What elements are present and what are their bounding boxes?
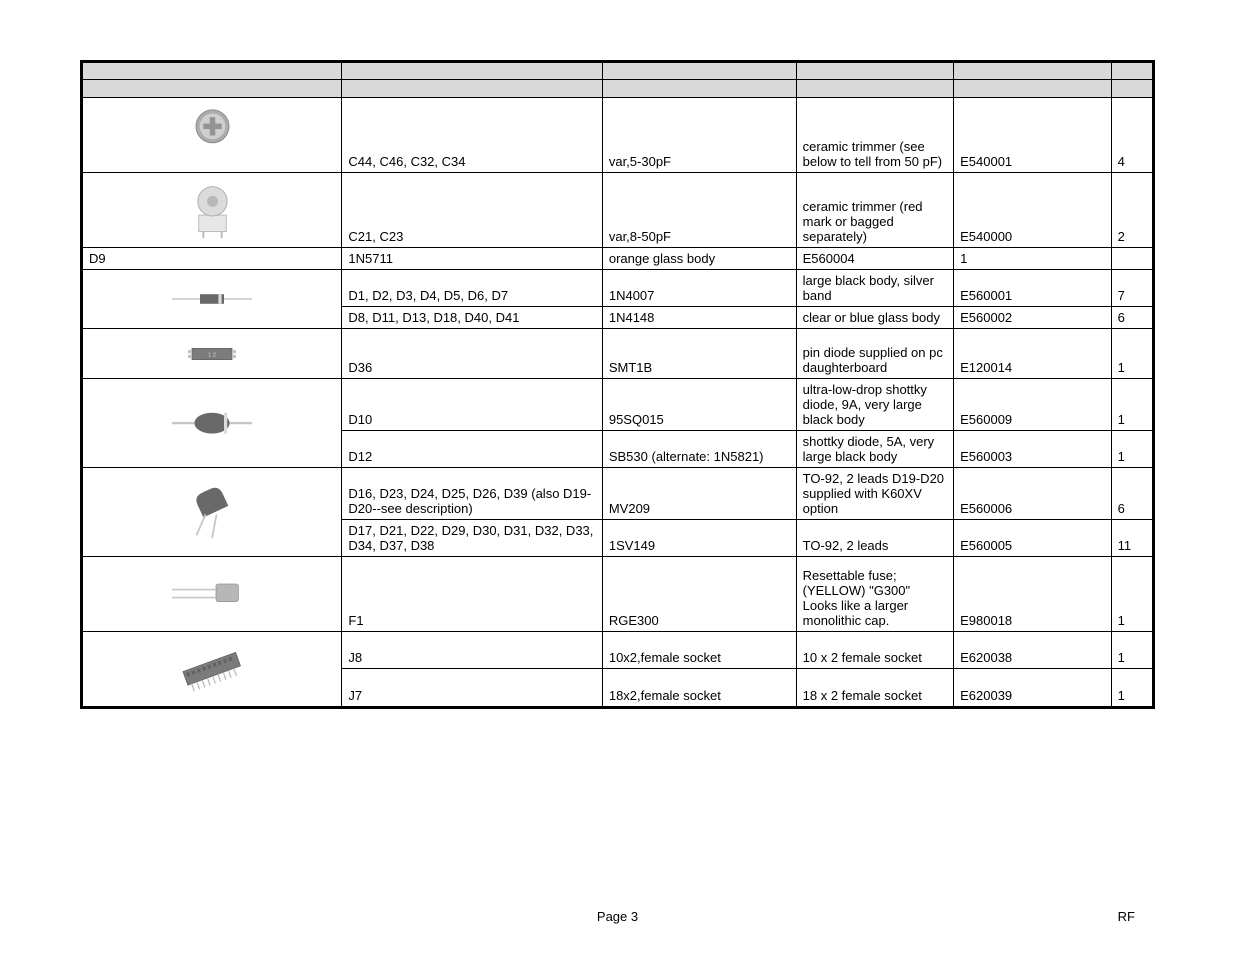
designator-cell: D12 <box>342 431 602 468</box>
trimmer1-icon <box>172 100 252 170</box>
component-image-cell <box>82 270 342 329</box>
table-row: C44, C46, C32, C34var,5-30pFceramic trim… <box>82 98 1154 173</box>
smt-icon: 1 2 <box>172 331 252 376</box>
designator-cell: D1, D2, D3, D4, D5, D6, D7 <box>342 270 602 307</box>
description-cell: 10 x 2 female socket <box>796 632 953 669</box>
quantity-cell: 1 <box>1111 557 1153 632</box>
code-cell: E560005 <box>954 520 1111 557</box>
header-row-2 <box>82 80 1154 98</box>
page-number: Page 3 <box>597 909 638 924</box>
part-number-cell: MV209 <box>602 468 796 520</box>
footer-right-label: RF <box>1118 909 1135 924</box>
quantity-cell: 4 <box>1111 98 1153 173</box>
table-row: 1 2 D36SMT1Bpin diode supplied on pc daug… <box>82 329 1154 379</box>
trimmer2-icon <box>172 175 252 245</box>
part-number-cell: 95SQ015 <box>602 379 796 431</box>
quantity-cell: 6 <box>1111 468 1153 520</box>
part-number-cell: 1N4148 <box>602 307 796 329</box>
table-row: D16, D23, D24, D25, D26, D39 (also D19-D… <box>82 468 1154 520</box>
code-cell: E980018 <box>954 557 1111 632</box>
code-cell: E560001 <box>954 270 1111 307</box>
designator-cell: D36 <box>342 329 602 379</box>
description-cell: TO-92, 2 leads <box>796 520 953 557</box>
code-cell: E620039 <box>954 669 1111 708</box>
designator-cell: D17, D21, D22, D29, D30, D31, D32, D33, … <box>342 520 602 557</box>
component-image-cell <box>82 173 342 248</box>
part-number-cell: 1SV149 <box>602 520 796 557</box>
quantity-cell: 1 <box>1111 329 1153 379</box>
quantity-cell: 2 <box>1111 173 1153 248</box>
part-number-cell: 1N4007 <box>602 270 796 307</box>
designator-cell: D10 <box>342 379 602 431</box>
part-number-cell: var,5-30pF <box>602 98 796 173</box>
socket-icon <box>172 634 252 704</box>
description-cell: TO-92, 2 leads D19-D20 supplied with K60… <box>796 468 953 520</box>
component-image-cell: 1 2 <box>82 329 342 379</box>
designator-cell: J7 <box>342 669 602 708</box>
description-cell: clear or blue glass body <box>796 307 953 329</box>
part-number-cell: 10x2,female socket <box>602 632 796 669</box>
table-row: D91N5711orange glass bodyE5600041 <box>82 248 1154 270</box>
quantity-cell: 1 <box>1111 379 1153 431</box>
quantity-cell: 11 <box>1111 520 1153 557</box>
component-image-cell <box>82 379 342 468</box>
description-cell: Resettable fuse; (YELLOW) "G300" Looks l… <box>796 557 953 632</box>
component-image-cell <box>82 557 342 632</box>
designator-cell: J8 <box>342 632 602 669</box>
component-image-cell <box>82 98 342 173</box>
designator-cell: D16, D23, D24, D25, D26, D39 (also D19-D… <box>342 468 602 520</box>
part-number-cell: RGE300 <box>602 557 796 632</box>
quantity-cell: 1 <box>1111 669 1153 708</box>
code-cell: E560006 <box>954 468 1111 520</box>
description-cell: large black body, silver band <box>796 270 953 307</box>
designator-cell: D8, D11, D13, D18, D40, D41 <box>342 307 602 329</box>
quantity-cell: 1 <box>954 248 1111 270</box>
code-cell: E620038 <box>954 632 1111 669</box>
page-footer: Page 3 RF <box>0 909 1235 924</box>
designator-cell: C21, C23 <box>342 173 602 248</box>
code-cell: E560009 <box>954 379 1111 431</box>
quantity-cell: 6 <box>1111 307 1153 329</box>
to92-icon <box>172 477 252 547</box>
quantity-cell: 1 <box>1111 632 1153 669</box>
table-row: C21, C23var,8-50pFceramic trimmer (red m… <box>82 173 1154 248</box>
table-row: J810x2,female socket10 x 2 female socket… <box>82 632 1154 669</box>
table-row: D1095SQ015ultra-low-drop shottky diode, … <box>82 379 1154 431</box>
description-cell: 18 x 2 female socket <box>796 669 953 708</box>
component-image-cell <box>82 468 342 557</box>
parts-table: C44, C46, C32, C34var,5-30pFceramic trim… <box>80 60 1155 709</box>
quantity-cell: 7 <box>1111 270 1153 307</box>
code-cell: E120014 <box>954 329 1111 379</box>
designator-cell: D9 <box>82 248 342 270</box>
part-number-cell: 18x2,female socket <box>602 669 796 708</box>
large-diode-icon <box>172 388 252 458</box>
description-cell: pin diode supplied on pc daughterboard <box>796 329 953 379</box>
svg-text:1 2: 1 2 <box>208 352 216 358</box>
part-number-cell: var,8-50pF <box>602 173 796 248</box>
fuse-icon <box>172 559 252 629</box>
code-cell: E540001 <box>954 98 1111 173</box>
description-cell: ceramic trimmer (see below to tell from … <box>796 98 953 173</box>
code-cell: E560002 <box>954 307 1111 329</box>
part-number-cell: SB530 (alternate: 1N5821) <box>602 431 796 468</box>
table-row: F1RGE300Resettable fuse; (YELLOW) "G300"… <box>82 557 1154 632</box>
designator-cell: C44, C46, C32, C34 <box>342 98 602 173</box>
code-cell: E560004 <box>796 248 953 270</box>
component-image-cell <box>82 632 342 708</box>
description-cell: ceramic trimmer (red mark or bagged sepa… <box>796 173 953 248</box>
designator-cell: F1 <box>342 557 602 632</box>
description-cell: ultra-low-drop shottky diode, 9A, very l… <box>796 379 953 431</box>
diode1-icon <box>172 277 252 322</box>
description-cell: shottky diode, 5A, very large black body <box>796 431 953 468</box>
header-row-1 <box>82 62 1154 80</box>
description-cell: orange glass body <box>602 248 796 270</box>
quantity-cell: 1 <box>1111 431 1153 468</box>
code-cell: E560003 <box>954 431 1111 468</box>
part-number-cell: SMT1B <box>602 329 796 379</box>
part-number-cell: 1N5711 <box>342 248 602 270</box>
code-cell: E540000 <box>954 173 1111 248</box>
table-row: D1, D2, D3, D4, D5, D6, D71N4007large bl… <box>82 270 1154 307</box>
